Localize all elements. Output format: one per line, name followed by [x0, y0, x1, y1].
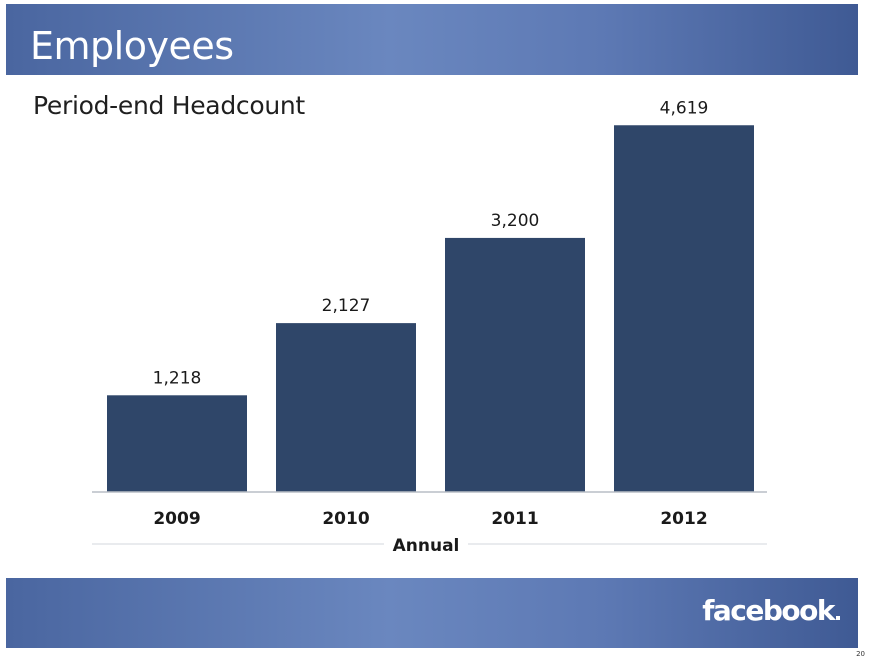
data-label-2012: 4,619	[660, 98, 709, 118]
x-axis-label: Annual	[393, 536, 460, 556]
bar-2009	[107, 395, 247, 492]
data-label-2010: 2,127	[322, 296, 371, 316]
x-tick-label-2011: 2011	[491, 509, 538, 529]
data-label-2011: 3,200	[491, 211, 540, 231]
footer-band: facebook	[6, 578, 858, 648]
chart-subtitle: Period-end Headcount	[33, 91, 305, 120]
x-tick-label-2012: 2012	[660, 509, 707, 529]
logo-dot	[836, 616, 840, 620]
x-tick-label-2009: 2009	[153, 509, 200, 529]
bar-2011	[445, 237, 585, 492]
data-label-2009: 1,218	[153, 368, 202, 388]
header-band	[6, 4, 858, 75]
facebook-logo: facebook	[702, 594, 835, 627]
bar-2012	[614, 125, 754, 492]
x-tick-label-2010: 2010	[322, 509, 369, 529]
page-number: 20	[856, 650, 865, 658]
bar-2010	[276, 323, 416, 492]
page-title: Employees	[30, 24, 234, 68]
